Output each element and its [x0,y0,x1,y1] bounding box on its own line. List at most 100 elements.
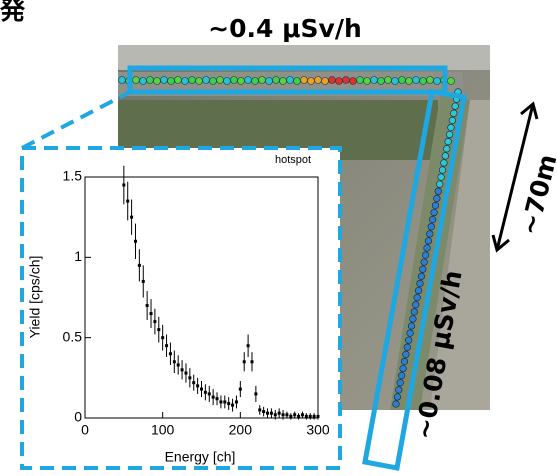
y-tick-label: 1.5 [63,168,83,184]
data-point [227,402,230,405]
data-point [157,328,160,331]
track-dot [259,77,266,84]
data-point [212,396,215,399]
track-dot [343,77,350,84]
track-dot [449,117,456,124]
track-dot [424,245,431,252]
data-point [266,412,269,415]
track-dot [438,174,445,181]
track-dot [425,238,432,245]
track-dot [203,77,210,84]
track-dot [417,280,424,287]
track-dot [315,77,322,84]
data-point [293,413,296,416]
data-point [177,363,180,366]
track-dot [398,372,405,379]
track-dot [400,365,407,372]
track-dot [396,387,403,394]
track-dot [322,78,329,85]
track-dot [414,294,421,301]
track-dot [434,195,441,202]
track-dot [408,323,415,330]
track-dot [427,231,434,238]
data-point [122,184,125,187]
data-point [282,413,285,416]
data-point [216,397,219,400]
x-tick-label: 0 [81,422,89,438]
data-point [250,360,253,363]
data-point [270,412,273,415]
track-dot [442,153,449,160]
track-dot [301,77,308,84]
track-dot [154,78,161,85]
track-dot [446,131,453,138]
y-axis-label: Yield [cps/ch] [27,256,43,339]
track-dot [238,78,245,85]
track-dot [329,77,336,84]
distance-label: ∼70m [515,151,557,237]
data-point [243,360,246,363]
track-dot [412,301,419,308]
track-dot [401,358,408,365]
track-dot [443,145,450,152]
data-point [274,413,277,416]
track-dot [147,77,154,84]
track-dot [308,78,315,85]
track-dot [394,394,401,401]
data-point [161,336,164,339]
data-point [153,320,156,323]
track-dot [439,167,446,174]
track-dot [140,78,147,85]
track-dot [287,77,294,84]
data-point [262,410,265,413]
data-point [301,413,304,416]
data-point [297,415,300,418]
track-dot [435,188,442,195]
track-dot [419,266,426,273]
data-point [258,408,261,411]
track-dot [427,77,434,84]
track-dot [266,78,273,85]
track-dot [431,209,438,216]
track-dot [441,160,448,167]
data-point [285,413,288,416]
track-dot [175,77,182,84]
track-dot [413,77,420,84]
track-dot [161,77,168,84]
track-dot [133,77,140,84]
data-point [142,280,145,283]
data-point [313,415,316,418]
x-tick-label: 100 [151,422,175,438]
track-dot [434,78,441,85]
track-dot [224,78,231,85]
track-dot [448,124,455,131]
track-dot [429,216,436,223]
track-dot [392,78,399,85]
track-dot [448,78,455,85]
data-point [169,352,172,355]
data-point [289,415,292,418]
top-dose-label: ∼0.4 μSv/h [208,14,362,43]
track-dot [406,78,413,85]
data-point [219,400,222,403]
data-point [200,388,203,391]
data-point [138,264,141,267]
data-point [184,372,187,375]
track-dot [428,223,435,230]
data-point [173,360,176,363]
track-dot [411,309,418,316]
track-dot [452,103,459,110]
data-point [150,312,153,315]
track-dot [168,78,175,85]
y-tick-label: 0.5 [63,328,83,344]
data-point [239,388,242,391]
data-point [130,216,133,219]
y-tick-label: 1 [74,248,82,264]
track-dot [119,77,126,84]
data-point [146,304,149,307]
track-dot [410,316,417,323]
track-dot [280,78,287,85]
track-dot [231,77,238,84]
data-point [247,344,250,347]
track-dot [405,337,412,344]
